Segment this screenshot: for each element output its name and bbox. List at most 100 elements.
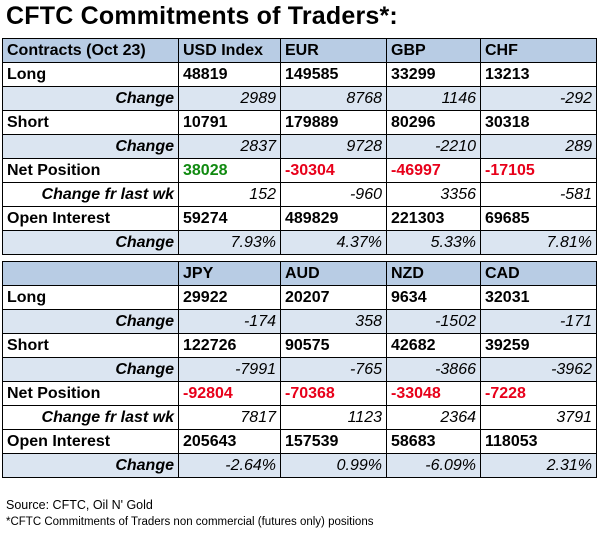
open-interest-value: 205643 [178, 429, 281, 454]
change-fr-last-wk-label: Change fr last wk [2, 182, 179, 207]
long-change-value: 2989 [178, 86, 281, 111]
net-change-value: 7817 [178, 405, 281, 430]
long-change-row: Change -174 358 -1502 -171 [2, 309, 597, 334]
header-row: JPY AUD NZD CAD [2, 261, 597, 286]
long-value: 48819 [178, 62, 281, 87]
net-change-row: Change fr last wk 152 -960 3356 -581 [2, 182, 597, 207]
oi-change-value: 5.33% [386, 230, 481, 255]
currency-header: GBP [386, 38, 481, 63]
short-change-row: Change 2837 9728 -2210 289 [2, 134, 597, 159]
cot-table-2: JPY AUD NZD CAD Long 29922 20207 9634 32… [2, 261, 597, 478]
oi-change-value: 4.37% [280, 230, 387, 255]
oi-change-value: 7.93% [178, 230, 281, 255]
change-label: Change [2, 134, 179, 159]
net-change-row: Change fr last wk 7817 1123 2364 3791 [2, 405, 597, 430]
net-position-value: -92804 [178, 381, 281, 406]
net-position-value: -17105 [480, 158, 597, 183]
net-position-value: -30304 [280, 158, 387, 183]
oi-change-value: -2.64% [178, 453, 281, 478]
short-label: Short [2, 110, 179, 135]
net-position-label: Net Position [2, 381, 179, 406]
currency-header: EUR [280, 38, 387, 63]
header-row: Contracts (Oct 23) USD Index EUR GBP CHF [2, 38, 597, 63]
open-interest-value: 157539 [280, 429, 387, 454]
short-change-row: Change -7991 -765 -3866 -3962 [2, 357, 597, 382]
net-change-value: -581 [480, 182, 597, 207]
long-value: 20207 [280, 285, 387, 310]
short-value: 42682 [386, 333, 481, 358]
cot-table-1: Contracts (Oct 23) USD Index EUR GBP CHF… [2, 38, 597, 255]
empty-header-cell [2, 261, 179, 286]
long-change-value: -1502 [386, 309, 481, 334]
long-change-row: Change 2989 8768 1146 -292 [2, 86, 597, 111]
open-interest-value: 221303 [386, 206, 481, 231]
short-value: 90575 [280, 333, 387, 358]
currency-header: CAD [480, 261, 597, 286]
change-label: Change [2, 230, 179, 255]
net-position-value: -33048 [386, 381, 481, 406]
currency-header: CHF [480, 38, 597, 63]
oi-change-value: 0.99% [280, 453, 387, 478]
open-interest-row: Open Interest 205643 157539 58683 118053 [2, 429, 597, 454]
net-position-row: Net Position 38028 -30304 -46997 -17105 [2, 158, 597, 183]
net-position-value: -70368 [280, 381, 387, 406]
net-change-value: 2364 [386, 405, 481, 430]
open-interest-row: Open Interest 59274 489829 221303 69685 [2, 206, 597, 231]
net-change-value: 3356 [386, 182, 481, 207]
short-value: 179889 [280, 110, 387, 135]
long-value: 32031 [480, 285, 597, 310]
short-change-value: -2210 [386, 134, 481, 159]
currency-header: JPY [178, 261, 281, 286]
change-fr-last-wk-label: Change fr last wk [2, 405, 179, 430]
change-label: Change [2, 453, 179, 478]
net-position-value: 38028 [178, 158, 281, 183]
open-interest-value: 58683 [386, 429, 481, 454]
short-change-value: 9728 [280, 134, 387, 159]
long-change-value: 358 [280, 309, 387, 334]
oi-change-value: -6.09% [386, 453, 481, 478]
short-label: Short [2, 333, 179, 358]
oi-change-row: Change -2.64% 0.99% -6.09% 2.31% [2, 453, 597, 478]
long-value: 29922 [178, 285, 281, 310]
short-row: Short 122726 90575 42682 39259 [2, 333, 597, 358]
short-change-value: -7991 [178, 357, 281, 382]
oi-change-value: 7.81% [480, 230, 597, 255]
long-value: 13213 [480, 62, 597, 87]
long-change-value: -171 [480, 309, 597, 334]
net-position-value: -46997 [386, 158, 481, 183]
short-change-value: 289 [480, 134, 597, 159]
currency-header: AUD [280, 261, 387, 286]
currency-header: USD Index [178, 38, 281, 63]
long-value: 149585 [280, 62, 387, 87]
short-value: 30318 [480, 110, 597, 135]
oi-change-value: 2.31% [480, 453, 597, 478]
change-label: Change [2, 309, 179, 334]
short-value: 80296 [386, 110, 481, 135]
short-change-value: 2837 [178, 134, 281, 159]
open-interest-value: 69685 [480, 206, 597, 231]
net-change-value: 3791 [480, 405, 597, 430]
short-value: 39259 [480, 333, 597, 358]
contracts-label: Contracts (Oct 23) [2, 38, 179, 63]
long-value: 33299 [386, 62, 481, 87]
long-label: Long [2, 285, 179, 310]
long-row: Long 48819 149585 33299 13213 [2, 62, 597, 87]
page-title: CFTC Commitments of Traders*: [6, 2, 398, 30]
long-change-value: 1146 [386, 86, 481, 111]
long-change-value: -292 [480, 86, 597, 111]
open-interest-value: 489829 [280, 206, 387, 231]
net-change-value: -960 [280, 182, 387, 207]
long-change-value: 8768 [280, 86, 387, 111]
short-value: 10791 [178, 110, 281, 135]
long-row: Long 29922 20207 9634 32031 [2, 285, 597, 310]
open-interest-label: Open Interest [2, 206, 179, 231]
source-note: Source: CFTC, Oil N' Gold [6, 498, 153, 512]
open-interest-label: Open Interest [2, 429, 179, 454]
currency-header: NZD [386, 261, 481, 286]
net-position-value: -7228 [480, 381, 597, 406]
change-label: Change [2, 357, 179, 382]
net-position-label: Net Position [2, 158, 179, 183]
long-change-value: -174 [178, 309, 281, 334]
open-interest-value: 118053 [480, 429, 597, 454]
net-change-value: 1123 [280, 405, 387, 430]
